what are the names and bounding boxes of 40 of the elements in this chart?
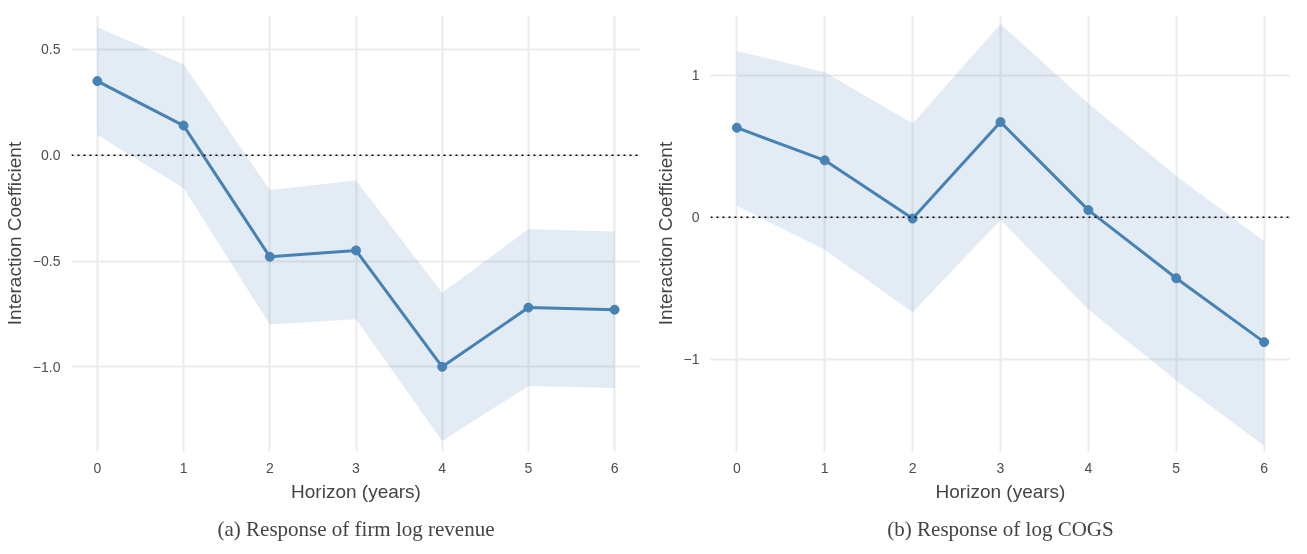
point bbox=[523, 302, 534, 313]
x-tick-label: 0 bbox=[93, 459, 102, 476]
point bbox=[731, 122, 742, 133]
x-tick-label: 6 bbox=[1260, 459, 1269, 476]
point bbox=[609, 304, 620, 315]
x-tick-label: 1 bbox=[179, 459, 188, 476]
y-tick-label: 0 bbox=[691, 209, 700, 226]
x-axis-title: Horizon (years) bbox=[935, 480, 1066, 502]
x-axis-title: Horizon (years) bbox=[291, 480, 421, 502]
y-tick-label: −0.5 bbox=[32, 253, 61, 270]
y-tick-label: 0.5 bbox=[41, 41, 61, 58]
point bbox=[264, 251, 275, 262]
point bbox=[819, 155, 830, 166]
x-tick-label: 3 bbox=[352, 459, 361, 476]
text: (a) Response of firm log revenue bbox=[217, 516, 495, 541]
point bbox=[351, 245, 361, 256]
x-tick-label: 5 bbox=[1172, 459, 1181, 476]
y-tick-label: −1 bbox=[683, 351, 700, 368]
x-tick-label: 4 bbox=[438, 459, 447, 476]
x-tick-label: 6 bbox=[610, 459, 619, 476]
point bbox=[437, 361, 448, 372]
point bbox=[178, 120, 189, 131]
point bbox=[1259, 337, 1270, 348]
x-tick-label: 5 bbox=[524, 459, 533, 476]
y-axis-title: Interaction Coefficient bbox=[3, 141, 25, 326]
y-tick-label: 1 bbox=[691, 67, 700, 84]
point bbox=[1171, 273, 1182, 284]
x-tick-label: 2 bbox=[908, 459, 917, 476]
x-tick-label: 0 bbox=[732, 459, 741, 476]
y-tick-label: −1.0 bbox=[32, 358, 61, 375]
point bbox=[1083, 205, 1094, 216]
point bbox=[92, 76, 103, 87]
point bbox=[995, 117, 1006, 128]
x-tick-label: 4 bbox=[1084, 459, 1093, 476]
y-axis-title: Interaction Coefficient bbox=[654, 141, 676, 326]
text: (b) Response of log COGS bbox=[887, 516, 1114, 541]
y-tick-label: 0.0 bbox=[41, 147, 61, 164]
x-tick-label: 2 bbox=[265, 459, 274, 476]
x-tick-label: 1 bbox=[820, 459, 829, 476]
x-tick-label: 3 bbox=[996, 459, 1005, 476]
